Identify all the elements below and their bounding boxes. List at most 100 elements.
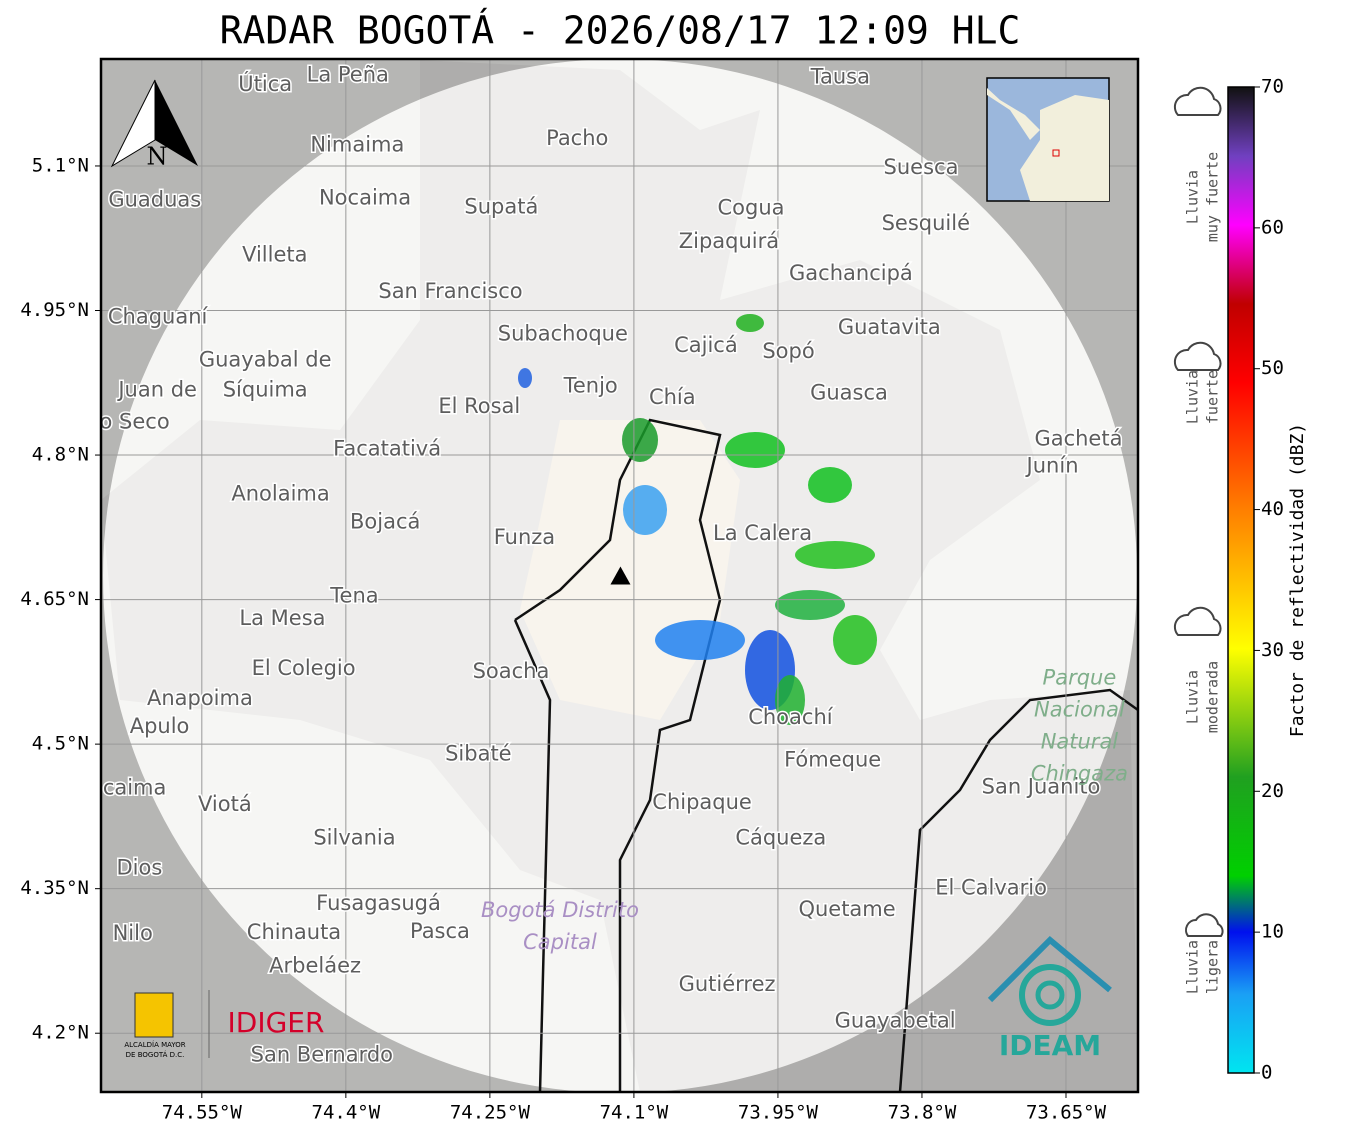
place-label: Facatativá: [333, 436, 441, 460]
title: RADAR BOGOTÁ - 2026/08/17 12:09 HLC: [220, 9, 1021, 53]
place-label: Apulo: [130, 714, 190, 738]
place-label: Chinauta: [247, 920, 341, 944]
place-label: Bojacá: [350, 510, 420, 534]
place-label: San Bernardo: [251, 1042, 393, 1066]
place-label: caima: [103, 775, 167, 799]
x-tick-label: 73.95°W: [738, 1102, 819, 1124]
place-label: Anapoima: [147, 686, 253, 710]
place-label: Gachancipá: [789, 261, 913, 285]
place-label: Subachoque: [498, 322, 628, 346]
logo-alcaldia: ALCALDÍA MAYOR DE BOGOTÁ D.C. IDIGER: [124, 990, 324, 1059]
x-tick-label: 74.55°W: [162, 1102, 243, 1124]
park-label: Nacional: [1034, 698, 1125, 722]
park-label: Parque: [1043, 666, 1117, 690]
colorbar-tick-label: 40: [1261, 498, 1284, 520]
y-tick-label: 4.5°N: [32, 733, 89, 755]
place-label: El Colegio: [252, 656, 356, 680]
rain-label: Lluvia: [1184, 940, 1202, 994]
place-label: Quetame: [798, 897, 895, 921]
y-tick-label: 4.35°N: [20, 877, 89, 899]
place-label: o Seco: [100, 409, 170, 433]
map-frame: [99, 57, 1140, 1094]
colorbar-tick-label: 0: [1261, 1062, 1272, 1084]
logo-ideam-text: IDEAM: [999, 1029, 1101, 1062]
radar-site: [610, 566, 631, 585]
place-label: Villeta: [242, 243, 307, 267]
colorbar-tick-label: 70: [1261, 76, 1284, 98]
y-tick-label: 4.8°N: [32, 444, 89, 466]
place-label: Síquima: [223, 377, 308, 401]
place-labels: La Peña Útica Tausa Pacho Nimaima Guaduas Noca…: [98, 61, 1128, 1068]
place-label: Junín: [1025, 454, 1079, 478]
colorbar: [1227, 86, 1255, 1074]
place-label: Nimaima: [310, 133, 404, 157]
place-label: Sopó: [762, 339, 814, 363]
place-label: Gachetá: [1034, 427, 1122, 451]
colorbar-tick-label: 10: [1261, 921, 1284, 943]
logo-ideam: IDEAM: [987, 935, 1112, 1062]
place-label: Nocaima: [319, 186, 411, 210]
x-tick-label: 74.1°W: [600, 1102, 669, 1124]
place-label: Silvania: [313, 826, 395, 850]
place-label: Guaduas: [108, 188, 201, 212]
place-label: Arbeláez: [269, 954, 361, 978]
place-label: Sibaté: [445, 742, 512, 766]
place-label: La Peña: [307, 62, 389, 86]
place-label: Pacho: [546, 126, 608, 150]
park-label: Chingaza: [1031, 762, 1128, 786]
place-label: La Mesa: [239, 606, 325, 630]
north-label: N: [147, 143, 168, 171]
rain-label: Lluvia: [1184, 370, 1202, 424]
place-label: El Calvario: [935, 876, 1047, 900]
place-label: San Juanito: [982, 774, 1101, 798]
place-label: Gutiérrez: [679, 972, 776, 996]
rain-label: ligera: [1204, 940, 1222, 994]
place-label: Funza: [494, 525, 555, 549]
place-label: Chipaque: [652, 790, 752, 814]
logo-text: DE BOGOTÁ D.C.: [126, 1050, 185, 1059]
colorbar-tick-label: 20: [1261, 780, 1284, 802]
place-label: Cajicá: [674, 333, 738, 357]
place-label: Cogua: [718, 195, 785, 219]
y-tick-label: 5.1°N: [32, 154, 89, 176]
north-arrow: N: [110, 79, 198, 171]
x-tick-label: 74.25°W: [450, 1102, 531, 1124]
place-label: Pasca: [410, 919, 470, 943]
rain-label: fuerte: [1204, 370, 1222, 424]
rain-label: muy fuerte: [1204, 152, 1222, 242]
park-label: Natural: [1041, 730, 1119, 754]
place-label: Tena: [329, 584, 378, 608]
rain-label: Lluvia: [1184, 670, 1202, 724]
rain-label: moderada: [1204, 661, 1222, 733]
x-tick-label: 73.65°W: [1026, 1102, 1107, 1124]
place-label: San Francisco: [378, 279, 522, 303]
place-label: Útica: [238, 71, 292, 96]
place-label: Tausa: [810, 64, 870, 88]
district-label: Bogotá Distrito: [481, 898, 639, 922]
place-label: Dios: [117, 855, 163, 879]
y-tick-label: 4.65°N: [20, 588, 89, 610]
place-label: Choachí: [748, 705, 834, 729]
rain-icons: [1173, 86, 1224, 937]
place-label: Nilo: [113, 921, 153, 945]
place-label: Juan de: [116, 377, 197, 401]
place-label: Zipaquirá: [679, 229, 779, 253]
place-label: Anolaima: [231, 482, 329, 506]
place-label: La Calera: [713, 521, 812, 545]
place-label: Supatá: [464, 194, 538, 218]
place-label: Cáqueza: [735, 826, 826, 850]
place-label: Guasca: [810, 380, 888, 404]
colorbar-tick-label: 50: [1261, 357, 1284, 379]
place-label: Guayabetal: [835, 1009, 956, 1033]
colorbar-label: Factor de reflectividad (dBZ): [1287, 423, 1308, 737]
place-label: Guayabal de: [199, 348, 332, 372]
place-label: Viotá: [198, 792, 252, 816]
y-tick-label: 4.2°N: [32, 1022, 89, 1044]
colorbar-tick-label: 30: [1261, 639, 1284, 661]
grid: 74.55°W 74.4°W 74.25°W 74.1°W 73.95°W 73.8°W 7…: [20, 59, 1138, 1124]
place-label: Sesquilé: [882, 211, 970, 235]
place-label: Chía: [649, 385, 696, 409]
place-label: Guatavita: [838, 315, 941, 339]
colorbar-tick-label: 60: [1261, 216, 1284, 238]
